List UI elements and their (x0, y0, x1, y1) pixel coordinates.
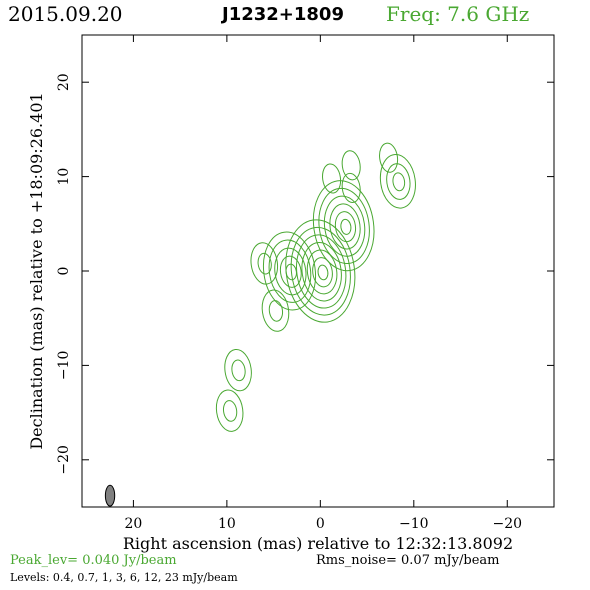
beam-ellipse (104, 484, 116, 507)
x-tick-label: −20 (492, 516, 522, 532)
contour-line (334, 211, 357, 243)
x-tick-label: 10 (218, 516, 236, 532)
y-tick-label: 10 (56, 168, 72, 186)
contour-line (296, 234, 347, 309)
contour-line (274, 247, 307, 296)
contour-line (261, 289, 290, 332)
contour-line (329, 203, 361, 250)
y-axis-title: Declination (mas) relative to +18:09:26.… (27, 92, 46, 449)
rms-noise: Rms_noise= 0.07 mJy/beam (316, 553, 500, 568)
x-axis-title: Right ascension (mas) relative to 12:32:… (123, 534, 513, 553)
tick-marks (82, 35, 554, 507)
contour-line (323, 195, 366, 257)
contour-line (306, 249, 338, 295)
y-tick-label: 20 (56, 73, 72, 91)
y-tick-label: 0 (56, 267, 72, 276)
contour-line (268, 300, 284, 322)
source-name: J1232+1809 (222, 4, 344, 25)
x-tick-label: 20 (124, 516, 142, 532)
contour-line (222, 400, 238, 422)
contour-line (215, 389, 244, 432)
x-tick-label: 0 (316, 516, 325, 532)
contour-line (379, 154, 416, 209)
contour-line (257, 252, 272, 275)
contour-levels: Levels: 0.4, 0.7, 1, 3, 6, 12, 23 mJy/be… (10, 571, 238, 584)
contour-line (312, 180, 375, 272)
contour-line (312, 257, 333, 288)
observation-date: 2015.09.20 (8, 2, 123, 26)
contour-line (279, 255, 302, 288)
contour-line (340, 218, 352, 235)
y-tick-label: −20 (56, 445, 72, 475)
contour-layer (215, 142, 416, 432)
contour-line (224, 348, 252, 392)
contour-line (290, 226, 351, 316)
contour-line (386, 163, 411, 200)
tick-labels: 20 10 0 −10 −20 20 10 0 −10 −20 (56, 73, 522, 532)
contour-line (392, 172, 406, 192)
x-tick-label: −10 (399, 516, 429, 532)
contour-line (379, 142, 399, 173)
contour-line (341, 150, 361, 181)
beam-layer (104, 484, 116, 507)
contour-line (341, 172, 361, 203)
peak-level: Peak_lev= 0.040 Jy/beam (10, 553, 177, 568)
contour-line (250, 242, 279, 285)
contour-line (262, 231, 317, 311)
contour-line (231, 359, 246, 382)
contour-line (317, 264, 329, 281)
contour-line (322, 163, 342, 194)
y-tick-label: −10 (56, 351, 72, 381)
frequency-label: Freq: 7.6 GHz (386, 2, 530, 26)
contour-line (285, 263, 297, 281)
contour-line (268, 239, 312, 303)
